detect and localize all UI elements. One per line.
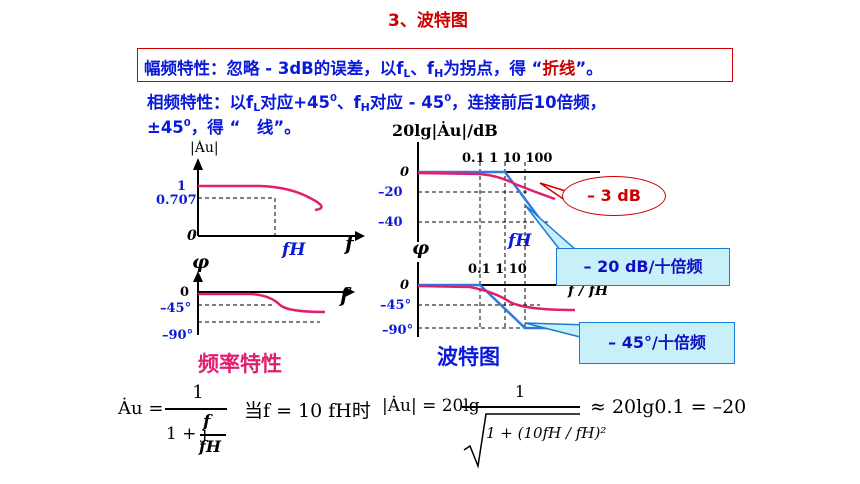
bode-plot-diagram: 20lg|Ȧu|/dB 0.1 1 10 100 0 –20 –40 fH φ…: [378, 120, 609, 338]
tick-0707: 0.707: [156, 193, 197, 208]
fold-line-highlight: 折线: [542, 59, 576, 78]
fH-label: fH: [281, 240, 306, 260]
x-axis-label-f: f: [343, 231, 357, 255]
bode-phase-decades: 0.1 1 10: [468, 262, 527, 277]
caption-bode: 波特图: [437, 345, 500, 369]
phase-x-label-f: f: [338, 283, 352, 307]
bode-decades: 0.1 1 10 100: [462, 151, 552, 166]
amp-line-box: [137, 48, 733, 82]
bode-fH-label: fH: [507, 231, 532, 251]
phase-tick-90: –90°: [162, 328, 193, 343]
callout-minus-20db: – 20 dB/十倍频: [556, 248, 730, 286]
inner-f: f: [203, 412, 211, 432]
mag-fraction-bar: [462, 406, 580, 408]
inner-fraction-bar: [200, 434, 226, 436]
phase-tick-45: –45°: [160, 301, 191, 316]
mag-lhs: |Ȧu| = 20lg: [382, 396, 480, 416]
bode-phase-tick-45: –45°: [380, 298, 411, 313]
callout-minus-3db: – 3 dB: [562, 176, 666, 216]
phase-tick-0: 0: [180, 285, 189, 300]
caption-frequency-characteristic: 频率特性: [198, 352, 282, 376]
callout-minus-45: – 45°/十倍频: [579, 322, 735, 364]
phase-characteristic-text: 相频特性：以fL对应+450、fH对应 - 450，连接前后10倍频，: [147, 93, 607, 114]
sqrt-symbol: [463, 413, 580, 469]
bode-tick-40: –40: [378, 215, 403, 230]
bode-phi-label: φ: [412, 237, 429, 259]
page-title: 3、波特图: [388, 11, 468, 31]
au-denominator: 1 + j: [166, 424, 208, 444]
bode-x-label: f / fH: [567, 283, 609, 299]
tick-0: 0: [187, 228, 197, 244]
inner-fH: fH: [199, 437, 221, 456]
fraction-bar: [165, 408, 227, 410]
au-lhs: Ȧu =: [118, 398, 164, 419]
au-numerator: 1: [192, 382, 204, 403]
amp-axis-label: |Ȧu|: [190, 140, 219, 156]
result: ≈ 20lg0.1 = –20: [590, 396, 747, 418]
bode-phase-tick-0: 0: [400, 278, 409, 293]
amp-characteristic-text: 幅频特性：忽略 - 3dB的误差，以fL、fH为拐点，得 “折线”。: [144, 59, 603, 80]
sqrt-inner: 1 + (10fH / fH)²: [486, 424, 607, 442]
tick-1: 1: [177, 179, 186, 194]
phi-label: φ: [192, 251, 209, 273]
bode-tick-20: –20: [378, 185, 403, 200]
bode-amp-axis-label: 20lg|Ȧu|/dB: [392, 120, 498, 140]
bode-tick-0: 0: [400, 165, 409, 180]
mag-numerator: 1: [514, 382, 526, 401]
frequency-characteristic-diagram: |Ȧu| 1 0.707 0 f fH φ 0 –45° –90° f: [156, 140, 365, 343]
phase-characteristic-text-2: ±450，得 “ 线”。: [147, 118, 301, 137]
bode-phase-tick-90: –90°: [382, 323, 413, 338]
when-condition: 当f = 10 fH时: [244, 400, 371, 422]
